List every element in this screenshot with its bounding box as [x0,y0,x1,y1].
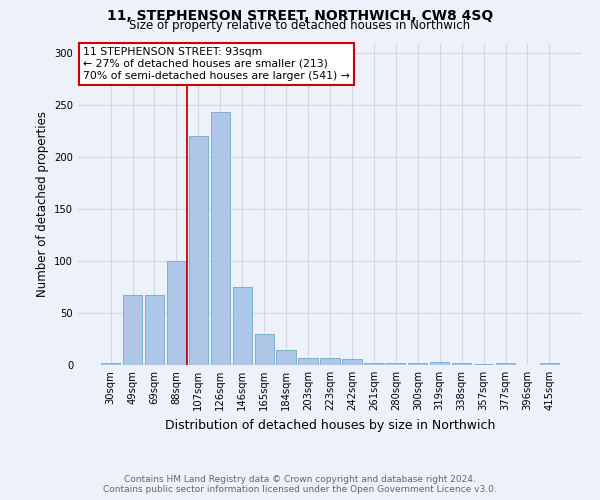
Y-axis label: Number of detached properties: Number of detached properties [35,111,49,296]
Bar [320,358,340,365]
Bar [188,136,208,365]
Bar [123,296,142,365]
Bar [342,359,362,365]
Bar [211,112,230,365]
Bar [452,363,472,365]
Bar [474,364,493,365]
Bar [408,363,427,365]
Bar [298,358,318,365]
Bar [364,363,383,365]
Text: 11 STEPHENSON STREET: 93sqm
← 27% of detached houses are smaller (213)
70% of se: 11 STEPHENSON STREET: 93sqm ← 27% of det… [83,48,350,80]
Bar [540,363,559,365]
Bar [167,261,186,365]
Bar [496,363,515,365]
Bar [145,296,164,365]
Text: Size of property relative to detached houses in Northwich: Size of property relative to detached ho… [130,19,470,32]
Bar [254,334,274,365]
Bar [277,350,296,365]
X-axis label: Distribution of detached houses by size in Northwich: Distribution of detached houses by size … [165,418,495,432]
Bar [386,363,406,365]
Text: Contains HM Land Registry data © Crown copyright and database right 2024.
Contai: Contains HM Land Registry data © Crown c… [103,474,497,494]
Bar [101,363,120,365]
Bar [233,287,252,365]
Bar [430,362,449,365]
Text: 11, STEPHENSON STREET, NORTHWICH, CW8 4SQ: 11, STEPHENSON STREET, NORTHWICH, CW8 4S… [107,9,493,23]
